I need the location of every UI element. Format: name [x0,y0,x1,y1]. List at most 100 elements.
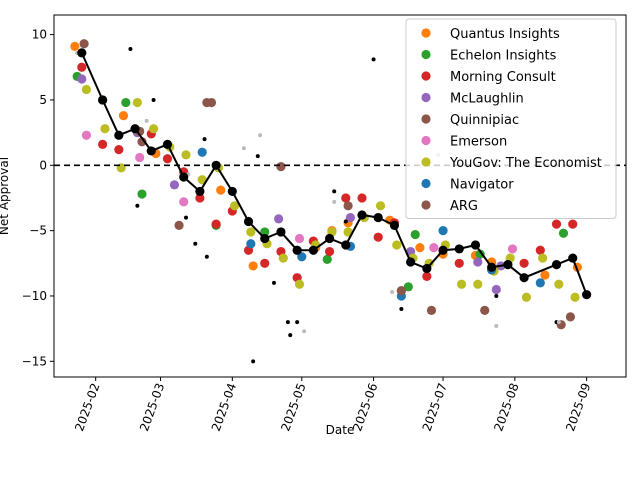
minor-poll-point [184,215,188,220]
average-point [487,262,497,272]
poll-point-series-5 [507,244,518,254]
legend-marker [421,200,431,210]
average-point [519,273,529,283]
poll-point-series-2 [324,246,335,257]
y-tick-label: −5 [29,224,47,238]
x-tick-label: 2025-07 [420,381,450,433]
average-point [77,48,87,58]
minor-poll-point [258,133,263,138]
poll-point-series-3 [274,214,284,224]
poll-point-series-6 [538,253,548,263]
poll-point-series-2 [551,219,562,229]
poll-point-series-1 [475,249,485,259]
legend-label: Quantus Insights [450,27,560,42]
legend-box [405,18,617,219]
poll-point-series-3 [473,257,483,267]
poll-point-series-3 [169,180,180,190]
average-point [227,186,237,197]
average-point [373,212,383,223]
poll-point-series-3 [77,74,87,84]
x-tick-label: 2025-03 [137,381,167,433]
poll-point-series-2 [114,145,124,155]
poll-point-series-2 [162,154,173,164]
poll-point-series-1 [403,282,413,292]
legend-label: ARG [450,199,478,214]
average-point [503,260,513,270]
legend-label: Morning Consult [450,70,556,85]
average-point [98,95,108,105]
average-point [195,186,205,197]
minor-poll-point [272,280,276,285]
minor-poll-point [251,359,256,364]
x-tick-label: 2025-02 [72,381,102,433]
poll-point-series-1 [322,254,332,264]
y-tick-label: −15 [22,354,47,368]
poll-point-series-1 [410,229,420,240]
average-point [438,245,448,255]
poll-point-series-2 [98,139,108,149]
poll-point-series-5 [429,243,439,253]
poll-point-series-7 [438,226,448,236]
minor-poll-point [255,154,260,159]
poll-point-series-6 [570,292,580,302]
y-tick-label: 10 [32,28,47,42]
poll-point-series-6 [148,124,159,134]
average-point [422,263,432,274]
average-point [389,220,400,231]
poll-point-series-6 [100,124,110,134]
y-tick-label: 0 [39,158,47,172]
poll-point-series-4 [276,161,286,172]
poll-point-series-2 [195,193,205,203]
poll-point-series-6 [246,227,256,237]
average-point [179,172,189,182]
poll-point-series-1 [260,227,270,237]
poll-point-series-0 [248,261,258,271]
poll-point-series-2 [341,193,351,203]
average-point [324,233,335,244]
average-point [454,244,464,254]
minor-poll-point [494,293,499,298]
x-tick-label: 2025-04 [209,381,239,433]
poll-point-series-7 [197,147,207,157]
average-point [568,253,578,263]
minor-poll-point [285,320,290,325]
poll-point-series-4 [565,312,576,322]
minor-poll-point [343,219,348,224]
average-line [77,48,592,300]
x-tick-label: 2025-06 [350,381,380,433]
minor-poll-point [494,324,499,329]
x-tick-label: 2025-05 [278,381,308,433]
legend-marker [421,178,431,189]
poll-point-series-8 [202,97,212,108]
average-point [260,233,270,244]
minor-poll-point [193,241,198,246]
average-point [243,216,254,227]
legend-marker [421,157,431,167]
legend-marker [421,28,431,38]
x-tick-label: 2025-09 [563,381,593,433]
legend-label: Quinnipiac [450,113,519,128]
minor-poll-point [241,146,246,151]
legend-label: Echelon Insights [450,49,557,64]
poll-point-series-4 [174,220,184,231]
minor-poll-point [144,118,149,123]
poll-point-series-6 [132,97,142,108]
poll-point-series-6 [375,201,386,211]
poll-point-series-2 [535,245,545,255]
plot-frame [53,14,627,378]
poll-point-series-0 [415,243,425,253]
poll-point-series-7 [535,278,545,288]
poll-point-series-4 [426,305,437,315]
legend: Quantus Insights Echelon Insights Morning … [405,18,617,219]
average-point [146,146,156,156]
poll-point-series-2 [568,219,578,229]
poll-point-series-8 [137,137,147,147]
average-point [341,240,351,250]
poll-point-series-6 [197,175,207,185]
poll-point-series-2 [260,258,270,268]
minor-poll-point [202,137,207,142]
legend-label: Navigator [450,178,514,193]
legend-marker [421,49,431,60]
average-point [114,130,124,140]
